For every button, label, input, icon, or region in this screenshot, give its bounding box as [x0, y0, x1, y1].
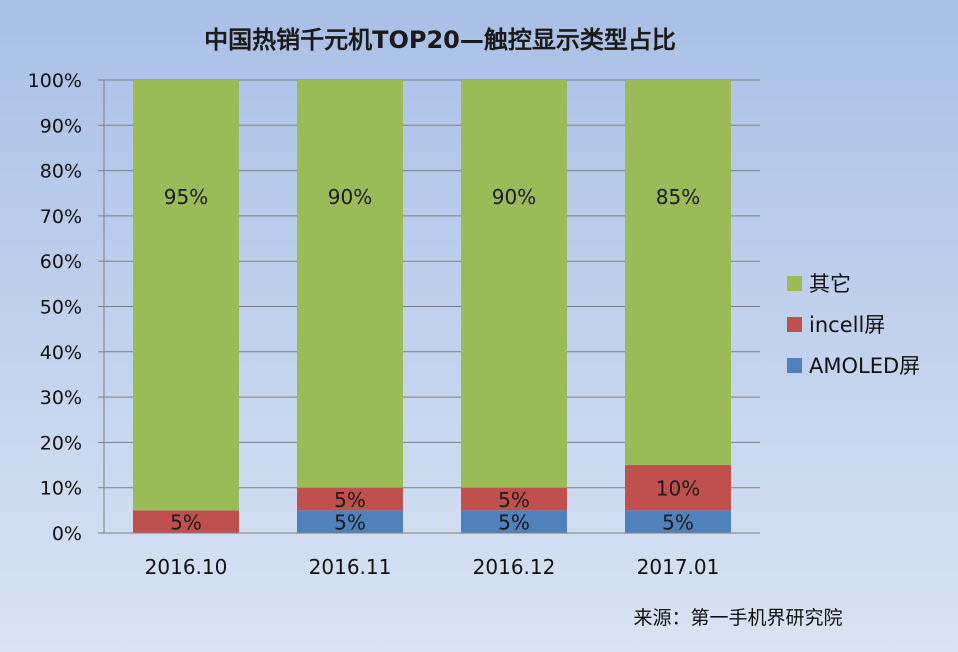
x-tick-label: 2016.12: [473, 555, 556, 579]
legend-label: incell屏: [809, 313, 885, 337]
legend-swatch: [787, 317, 802, 332]
bar-segment: [461, 510, 567, 533]
x-tick-label: 2017.01: [637, 555, 720, 579]
data-label: 5%: [334, 488, 366, 512]
data-label: 5%: [498, 488, 530, 512]
data-label: 95%: [164, 185, 208, 209]
data-labels: 5%95%5%5%90%5%5%90%5%10%85%: [164, 185, 700, 535]
bar-segment: [625, 510, 731, 533]
legend-label: 其它: [809, 272, 851, 296]
bar-segment: [297, 80, 403, 488]
x-tick-label: 2016.11: [309, 555, 392, 579]
y-tick-label: 80%: [40, 161, 82, 183]
bar-segment: [133, 510, 239, 533]
bar-segment: [625, 465, 731, 511]
chart-title: 中国热销千元机TOP20—触控显示类型占比: [204, 26, 676, 54]
bar-segment: [461, 487, 567, 511]
y-tick-label: 60%: [40, 251, 82, 273]
y-tick-label: 70%: [40, 206, 82, 228]
data-label: 90%: [328, 185, 372, 209]
bar-segment: [625, 80, 731, 466]
y-tick-label: 10%: [40, 478, 82, 500]
data-label: 90%: [492, 185, 536, 209]
x-tick-label: 2016.10: [145, 555, 228, 579]
bar-segment: [461, 80, 567, 488]
y-tick-label: 90%: [40, 115, 82, 137]
x-axis: 2016.10 2016.11 2016.12 2017.01: [104, 532, 760, 579]
y-tick-label: 0%: [52, 523, 82, 545]
data-label: 5%: [334, 511, 366, 535]
legend-swatch: [787, 276, 802, 291]
y-tick-label: 100%: [28, 70, 82, 92]
legend: 其它 incell屏 AMOLED屏: [787, 272, 920, 378]
bar-segment: [133, 80, 239, 511]
data-label: 5%: [170, 511, 202, 535]
data-label: 85%: [656, 185, 700, 209]
data-label: 5%: [662, 511, 694, 535]
legend-label: AMOLED屏: [809, 354, 920, 378]
y-axis: 0% 10% 20% 30% 40% 50% 60% 70% 80% 90% 100%: [28, 70, 105, 545]
y-tick-label: 20%: [40, 432, 82, 454]
data-label: 10%: [656, 477, 700, 501]
data-label: 5%: [498, 511, 530, 535]
source-note: 来源：第一手机界研究院: [633, 607, 842, 629]
y-tick-label: 40%: [40, 342, 82, 364]
bar-segment: [297, 510, 403, 533]
legend-swatch: [787, 358, 802, 373]
bar-segment: [297, 487, 403, 511]
y-tick-label: 30%: [40, 387, 82, 409]
bars: [133, 80, 731, 533]
y-tick-label: 50%: [40, 297, 82, 319]
